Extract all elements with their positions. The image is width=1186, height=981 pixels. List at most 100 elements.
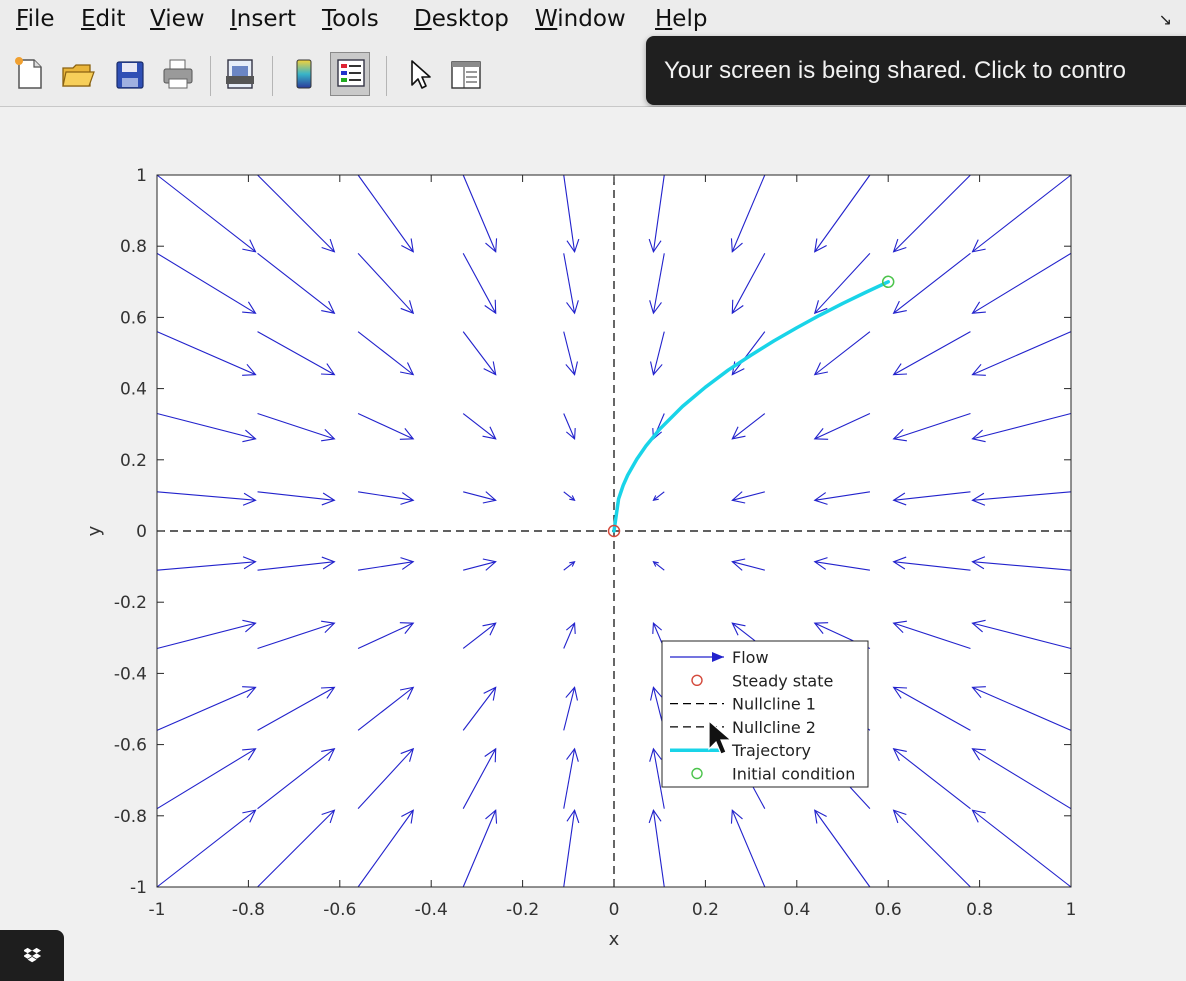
new-figure-icon[interactable]	[10, 54, 50, 94]
flow-arrow	[462, 413, 497, 440]
trajectory-group	[607, 275, 895, 538]
flow-arrow-head	[400, 492, 415, 505]
flow-arrow	[652, 560, 665, 571]
menu-view[interactable]: View	[150, 6, 205, 32]
flow-arrow-shaft	[563, 253, 576, 314]
print-preview-icon[interactable]	[220, 54, 260, 94]
flow-arrow	[463, 491, 497, 504]
property-editor-icon[interactable]	[446, 54, 486, 94]
legend-icon[interactable]	[330, 52, 370, 96]
flow-arrow-shaft	[972, 686, 1072, 731]
trajectory-line	[612, 280, 890, 533]
flow-arrow-shaft	[156, 252, 256, 314]
flow-arrow-head	[482, 622, 497, 636]
flow-arrow	[257, 491, 336, 506]
toolbar-separator	[210, 56, 211, 96]
print-icon[interactable]	[158, 54, 198, 94]
flow-arrow-shaft	[814, 809, 871, 888]
x-tick-label: 0.4	[783, 900, 810, 920]
flow-arrow	[892, 748, 971, 810]
flow-arrow-head	[892, 686, 908, 699]
y-tick-label: 0.4	[120, 380, 147, 400]
screen-share-banner[interactable]: Your screen is being shared. Click to co…	[646, 36, 1186, 105]
flow-arrow-shaft	[156, 412, 256, 440]
legend-entry: Trajectory	[670, 741, 811, 760]
legend-label: Trajectory	[731, 741, 811, 760]
flow-arrow-head	[482, 491, 497, 504]
flow-arrow	[971, 331, 1072, 376]
flow-arrow-shaft	[893, 748, 971, 810]
flow-arrow-shaft	[814, 331, 871, 376]
menu-edit[interactable]: Edit	[81, 6, 126, 32]
menu-help[interactable]: Help	[655, 6, 708, 32]
flow-arrow	[731, 413, 766, 440]
flow-arrow-shaft	[156, 331, 256, 376]
flow-arrow-head	[242, 239, 257, 253]
flow-arrow-head	[731, 299, 744, 315]
legend-box	[661, 640, 869, 788]
flow-arrow	[357, 413, 415, 440]
flow-arrow-shaft	[972, 622, 1072, 650]
flow-arrow-head	[813, 557, 828, 570]
menu-insert[interactable]: Insert	[230, 6, 296, 32]
menu-file[interactable]: File	[16, 6, 55, 32]
menu-tools[interactable]: Tools	[322, 6, 379, 32]
flow-arrow	[357, 491, 415, 505]
open-file-icon[interactable]	[58, 54, 98, 94]
flow-arrow-shaft	[357, 491, 414, 501]
flow-arrow-shaft	[257, 331, 335, 376]
flow-arrow-shaft	[652, 174, 665, 252]
legend-label: Nullcline 1	[732, 695, 816, 714]
flow-arrow	[971, 809, 1072, 888]
flow-arrow-head	[320, 363, 336, 376]
flow-arrow-head	[971, 239, 986, 253]
flow-arrow-shaft	[652, 810, 665, 888]
flow-arrow-shaft	[257, 252, 335, 314]
flow-arrow-head	[971, 686, 986, 699]
flow-arrow-shaft	[814, 561, 871, 571]
flow-arrow-shaft	[893, 491, 971, 501]
undock-arrow-icon[interactable]: ↘	[1158, 10, 1172, 29]
flow-arrow-head	[813, 492, 828, 505]
flow-arrow-head	[892, 556, 907, 570]
flow-arrow	[971, 491, 1072, 506]
edit-plot-icon[interactable]	[400, 54, 440, 94]
flow-arrow-head	[731, 558, 746, 571]
colorbar-icon[interactable]	[284, 54, 324, 94]
dropbox-icon[interactable]	[0, 930, 64, 981]
legend-entry: Flow	[670, 648, 769, 667]
flow-arrow	[971, 174, 1072, 253]
flow-arrow	[730, 809, 766, 888]
legend-steady-state-sample	[691, 674, 703, 686]
flow-arrow-shaft	[563, 331, 576, 375]
flow-arrow-shaft	[257, 622, 335, 650]
axis-ticks: -1 -0.8 -0.6 -0.4 -0.2 0 0.2 0.4 0.6 0.8 1 -1 -0.8 -0…	[114, 166, 1077, 920]
flow-arrow-shaft	[462, 622, 497, 649]
flow-arrow	[648, 809, 665, 888]
flow-arrow-head	[892, 492, 907, 506]
flow-arrow-shaft	[357, 413, 414, 440]
flow-arrow-head	[566, 300, 579, 315]
flow-arrow-shaft	[972, 809, 1072, 888]
flow-arrow-head	[814, 809, 827, 824]
menu-window[interactable]: Window	[535, 6, 626, 32]
flow-arrow	[814, 174, 871, 253]
flow-arrow-head	[652, 560, 659, 567]
flow-arrow-shaft	[563, 413, 576, 440]
flow-arrow-head	[892, 620, 907, 633]
flow-arrow-head	[400, 747, 415, 762]
flow-arrow	[650, 331, 665, 376]
flow-arrow-head	[401, 238, 414, 253]
x-tick-label: -0.2	[506, 900, 539, 920]
menu-desktop[interactable]: Desktop	[414, 6, 509, 32]
flow-arrow	[357, 747, 415, 810]
flow-arrow-head	[400, 557, 415, 570]
save-icon[interactable]	[110, 54, 150, 94]
flow-arrow-head	[565, 361, 578, 376]
legend[interactable]: Flow Steady state Nullcline 1 Nullcline 2 Tr…	[661, 640, 869, 788]
flow-arrow	[357, 622, 415, 649]
y-tick-label: -0.4	[114, 664, 147, 684]
flow-arrow-shaft	[257, 412, 335, 440]
flow-arrow	[731, 491, 765, 504]
flow-arrow-shaft	[156, 561, 256, 571]
